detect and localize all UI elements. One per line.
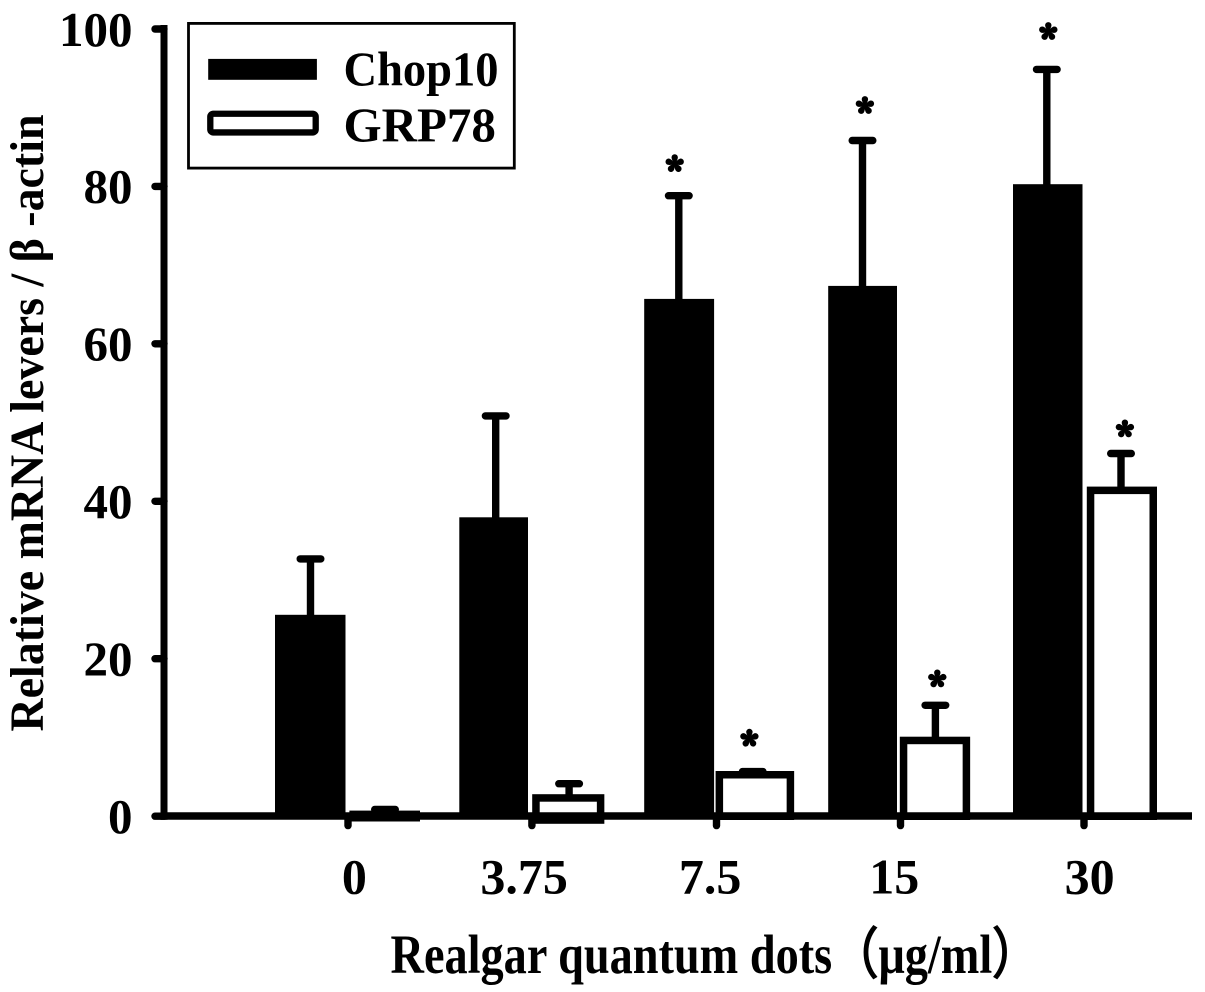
svg-text:15: 15	[869, 848, 919, 904]
svg-text:Realgar quantum dots（μg/ml）: Realgar quantum dots（μg/ml）	[391, 924, 1039, 985]
svg-text:0: 0	[108, 789, 133, 844]
svg-text:Relative mRNA levers / β -acti: Relative mRNA levers / β -actin	[1, 115, 54, 732]
svg-text:60: 60	[84, 317, 133, 372]
svg-text:100: 100	[59, 2, 133, 57]
svg-text:7.5: 7.5	[679, 848, 742, 904]
svg-text:30: 30	[1065, 848, 1115, 904]
svg-text:20: 20	[84, 632, 133, 687]
svg-text:40: 40	[84, 474, 133, 529]
svg-text:GRP78: GRP78	[344, 98, 496, 153]
svg-text:0: 0	[342, 848, 367, 904]
svg-text:80: 80	[84, 159, 133, 214]
svg-text:3.75: 3.75	[480, 848, 568, 904]
svg-text:Chop10: Chop10	[344, 42, 499, 97]
